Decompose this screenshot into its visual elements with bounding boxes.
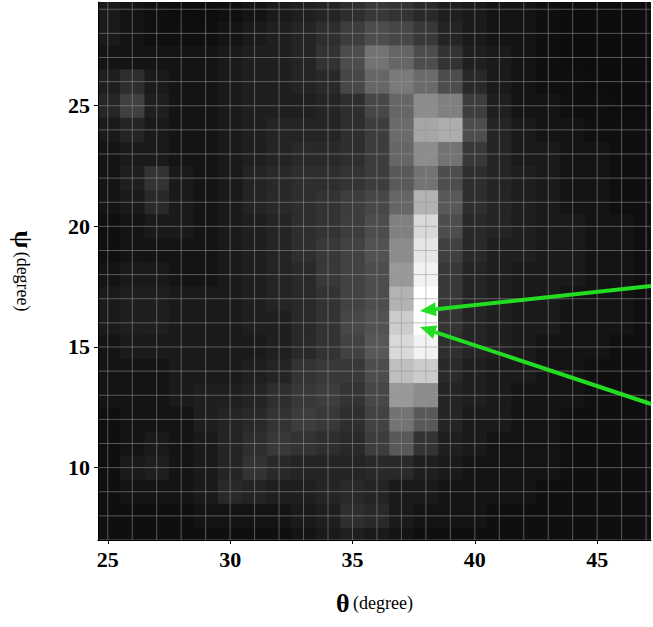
svg-text:35: 35	[341, 547, 363, 572]
svg-text:45: 45	[586, 547, 608, 572]
svg-text:25: 25	[97, 547, 119, 572]
svg-text:ψ: ψ	[9, 230, 38, 248]
svg-text:θ: θ	[336, 589, 350, 618]
svg-text:25: 25	[68, 93, 90, 118]
svg-text:10: 10	[68, 455, 90, 480]
svg-text:15: 15	[68, 334, 90, 359]
svg-text:(degree): (degree)	[353, 593, 413, 614]
svg-text:20: 20	[68, 214, 90, 239]
svg-text:40: 40	[464, 547, 486, 572]
svg-text:30: 30	[219, 547, 241, 572]
svg-text:(degree): (degree)	[12, 252, 33, 312]
